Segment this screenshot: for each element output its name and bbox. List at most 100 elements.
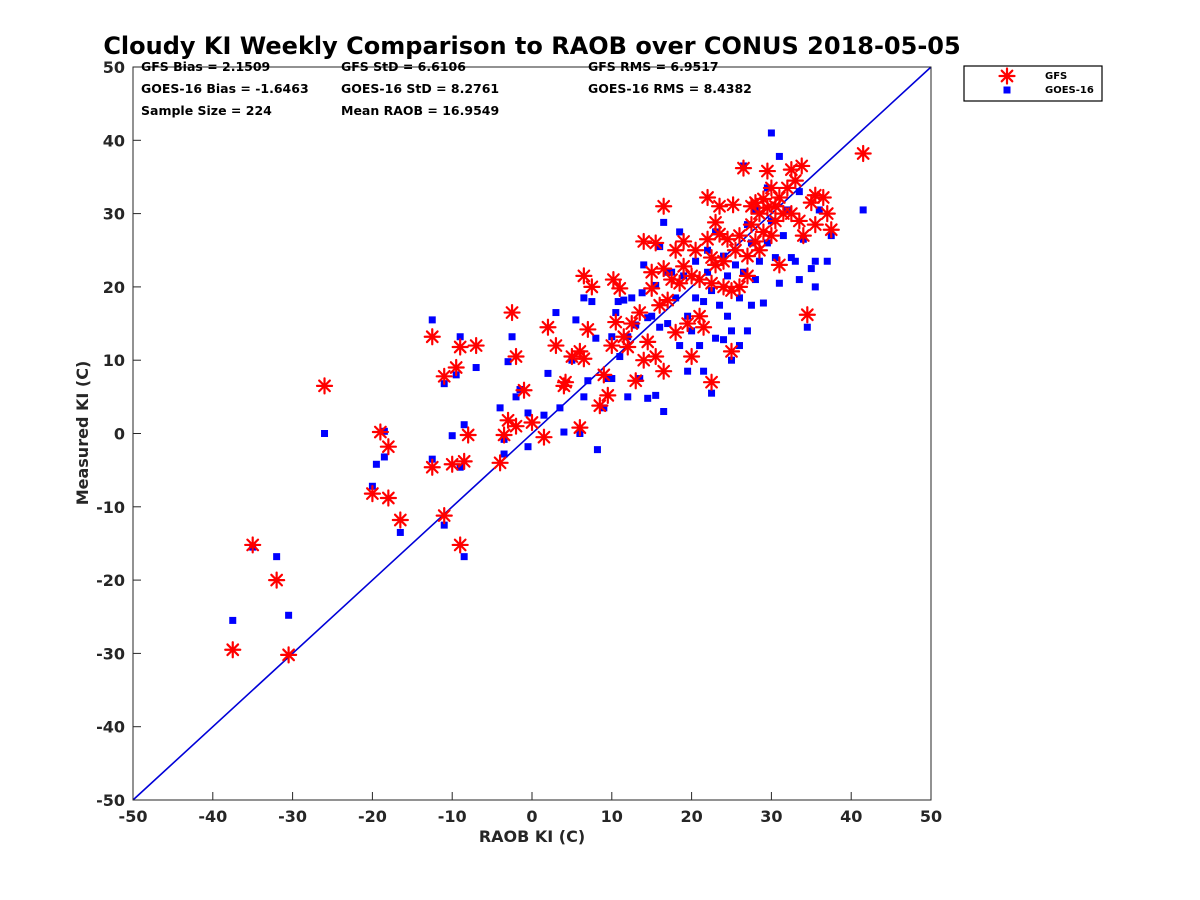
gfs-point [455, 452, 473, 470]
gfs-point [515, 381, 533, 399]
gfs-point [671, 274, 689, 292]
gfs-point [503, 303, 521, 322]
goes16-point [652, 391, 660, 399]
gfs-point [635, 232, 653, 251]
y-tick-label: -40 [96, 718, 125, 737]
goes16-point [504, 358, 512, 366]
goes16-point [743, 327, 751, 335]
gfs-point [599, 386, 617, 404]
gfs-point [786, 172, 804, 190]
legend-label-goes: GOES-16 [1045, 85, 1094, 96]
gfs-point [655, 197, 673, 215]
legend-box [963, 65, 1103, 102]
gfs-point [495, 426, 513, 444]
goes16-point [791, 257, 799, 265]
goes16-point [660, 408, 668, 416]
goes16-point [672, 294, 680, 302]
gfs-point [611, 279, 629, 297]
gfs-point [447, 358, 465, 377]
gfs-point [604, 270, 622, 289]
goes16-point [823, 257, 831, 265]
y-tick-label: 20 [103, 278, 125, 297]
gfs-point [793, 157, 811, 175]
goes16-point [552, 309, 560, 317]
y-tick-label: 0 [114, 425, 125, 444]
gfs-point [722, 342, 741, 361]
goes16-point [380, 453, 388, 461]
goes16-point [660, 218, 668, 226]
gfs-point [758, 162, 777, 180]
legend-goes16-square [1003, 86, 1011, 94]
gfs-point [535, 428, 553, 446]
goes16-point [712, 228, 720, 236]
goes16-point [616, 353, 624, 361]
legend-gfs-asterisk [998, 67, 1016, 85]
gfs-point [643, 279, 661, 297]
goes16-point [620, 296, 628, 304]
goes16-point [588, 298, 596, 306]
gfs-point [379, 489, 397, 507]
gfs-point [675, 232, 693, 251]
gfs-point [714, 252, 733, 270]
goes16-point [496, 404, 504, 412]
goes16-point [540, 411, 548, 419]
gfs-point [724, 196, 742, 214]
goes16-point [428, 316, 436, 324]
goes16-point [795, 188, 803, 196]
gfs-point [423, 458, 441, 476]
goes16-point [771, 254, 779, 262]
gfs-point [459, 426, 477, 444]
x-tick-label: -10 [438, 807, 467, 826]
goes16-point [580, 393, 588, 401]
gfs-point [694, 318, 713, 336]
x-tick-label: -20 [358, 807, 387, 826]
y-tick-label: 10 [103, 351, 125, 370]
x-tick-label: -50 [119, 807, 148, 826]
gfs-point [702, 274, 721, 292]
goes16-point [676, 342, 684, 350]
gfs-point [635, 351, 653, 369]
gfs-point [379, 438, 397, 456]
goes16-point [775, 279, 783, 287]
gfs-point [435, 367, 453, 385]
gfs-point [706, 213, 725, 231]
gfs-point [583, 278, 601, 296]
gfs-point [423, 328, 441, 346]
gfs-point [659, 291, 677, 309]
gfs-point [315, 377, 334, 395]
goes16-point [763, 239, 771, 247]
goes16-point [644, 314, 652, 322]
gfs-point [794, 226, 812, 245]
gfs-point [762, 179, 781, 197]
y-tick-label: -10 [96, 498, 125, 517]
goes16-point [795, 276, 803, 284]
legend-marker-goes [1003, 86, 1011, 94]
goes16-point [636, 375, 644, 383]
gfs-point [639, 333, 657, 351]
goes16-point [640, 261, 648, 269]
gfs-point [575, 267, 593, 285]
goes16-point [460, 553, 468, 561]
goes16-point [592, 334, 600, 342]
goes16-point [787, 254, 795, 262]
gfs-point [499, 411, 517, 429]
goes16-point [811, 283, 819, 291]
gfs-point [595, 366, 613, 384]
goes16-point [500, 450, 508, 458]
x-axis-ticks: -50 -40 -30 -20 -10 0 10 20 30 40 50 [119, 792, 942, 826]
gfs-point [280, 646, 298, 664]
goes16-point [644, 394, 652, 402]
goes16-point [614, 298, 622, 306]
goes16-point [747, 239, 755, 247]
goes16-point [688, 327, 696, 335]
goes16-point [273, 553, 281, 561]
gfs-point [686, 241, 705, 259]
goes16-point [728, 356, 735, 364]
y-tick-label: -20 [96, 571, 125, 590]
goes16-point [321, 430, 329, 437]
gfs-point [591, 397, 609, 415]
legend: GFS GOES-16 [963, 65, 1103, 102]
goes16-point [372, 460, 380, 468]
gfs-point [631, 303, 649, 322]
gfs-point [814, 188, 832, 207]
